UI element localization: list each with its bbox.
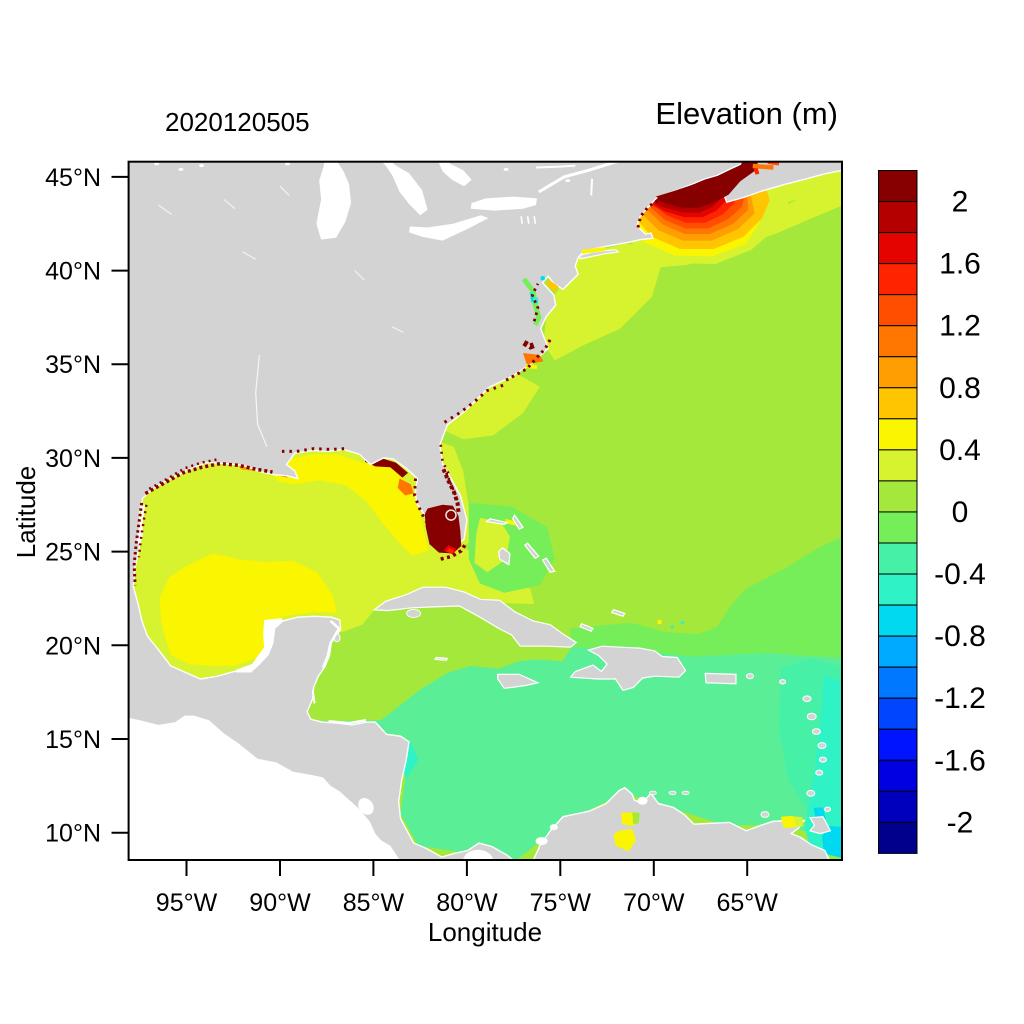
svg-text:90°W: 90°W	[249, 889, 311, 917]
svg-text:75°W: 75°W	[530, 889, 592, 917]
svg-text:0.4: 0.4	[939, 434, 981, 467]
svg-text:35°N: 35°N	[45, 351, 101, 379]
svg-text:-1.2: -1.2	[934, 682, 986, 715]
svg-text:40°N: 40°N	[45, 258, 101, 286]
svg-text:0: 0	[952, 496, 969, 529]
svg-text:-2: -2	[947, 806, 974, 839]
svg-text:25°N: 25°N	[45, 539, 101, 567]
svg-text:-1.6: -1.6	[934, 744, 986, 777]
svg-text:80°W: 80°W	[436, 889, 498, 917]
svg-text:-0.8: -0.8	[934, 620, 986, 653]
svg-text:Longitude: Longitude	[428, 917, 542, 947]
svg-text:70°W: 70°W	[623, 889, 685, 917]
svg-text:10°N: 10°N	[45, 820, 101, 848]
svg-text:15°N: 15°N	[45, 726, 101, 754]
svg-text:30°N: 30°N	[45, 445, 101, 473]
svg-text:0.8: 0.8	[939, 372, 981, 405]
svg-text:Latitude: Latitude	[11, 466, 41, 559]
svg-text:2020120505: 2020120505	[165, 107, 310, 137]
svg-text:1.2: 1.2	[939, 310, 981, 343]
svg-text:85°W: 85°W	[343, 889, 405, 917]
svg-text:95°W: 95°W	[156, 889, 218, 917]
svg-text:2: 2	[952, 186, 969, 219]
svg-text:65°W: 65°W	[716, 889, 778, 917]
svg-text:45°N: 45°N	[45, 164, 101, 192]
svg-text:1.6: 1.6	[939, 248, 981, 281]
svg-text:-0.4: -0.4	[934, 558, 986, 591]
svg-text:20°N: 20°N	[45, 632, 101, 660]
svg-text:Elevation (m): Elevation (m)	[655, 96, 838, 131]
